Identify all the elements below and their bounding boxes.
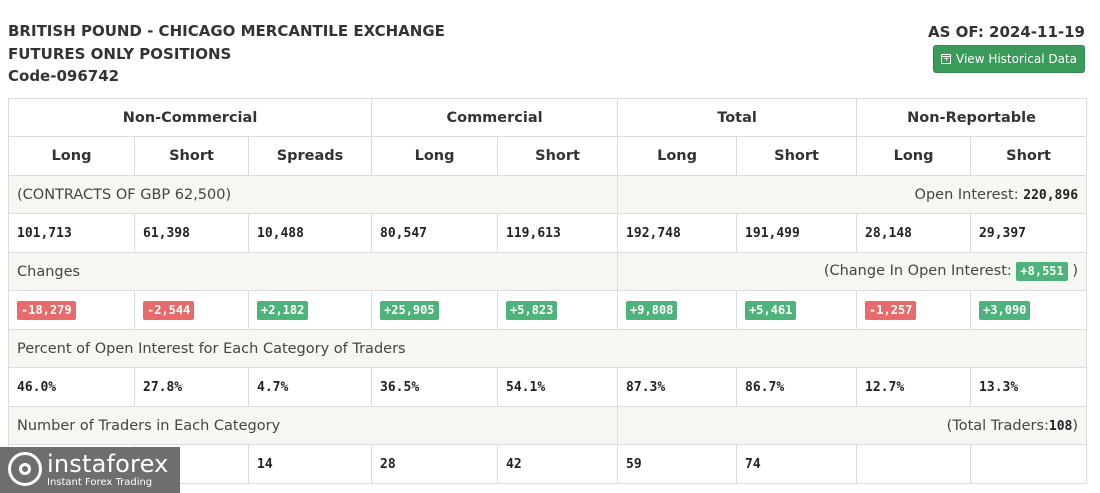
change-open-interest: (Change In Open Interest: +8,551 ) bbox=[617, 252, 1088, 291]
subheader-cell: Long bbox=[617, 136, 738, 176]
group-non-commercial: Non-Commercial bbox=[7, 98, 373, 137]
title-line-1: BRITISH POUND - CHICAGO MERCANTILE EXCHA… bbox=[8, 22, 445, 40]
subheader-cell: Short bbox=[736, 136, 858, 176]
percent-value: 12.7% bbox=[856, 367, 972, 407]
change-oi-label: (Change In Open Interest: bbox=[823, 263, 1012, 279]
total-traders-label: (Total Traders: bbox=[946, 417, 1049, 434]
position-value: 101,713 bbox=[8, 213, 135, 253]
subheader-cell: Long bbox=[371, 136, 499, 176]
percent-value: 86.7% bbox=[736, 367, 858, 407]
total-traders: (Total Traders:108) bbox=[617, 406, 1088, 445]
watermark-tagline: Instant Forex Trading bbox=[47, 477, 153, 488]
as-of-date: AS OF: 2024-11-19 bbox=[928, 23, 1085, 41]
traders-row: 14 28 42 59 74 bbox=[8, 444, 1088, 484]
change-badge: +5,461 bbox=[745, 300, 797, 320]
group-total: Total bbox=[617, 98, 858, 137]
change-badge: +2,182 bbox=[257, 300, 309, 320]
position-value: 80,547 bbox=[371, 213, 499, 253]
view-historical-data-button[interactable]: View Historical Data bbox=[933, 45, 1085, 73]
change-badge: -2,544 bbox=[143, 300, 195, 320]
change-badge: +3,090 bbox=[979, 300, 1031, 320]
view-historical-data-label: View Historical Data bbox=[956, 52, 1077, 66]
change-badge: +25,905 bbox=[380, 300, 439, 320]
traders-label: Number of Traders in Each Category bbox=[7, 406, 619, 445]
open-interest: Open Interest: 220,896 bbox=[617, 175, 1088, 214]
position-value: 192,748 bbox=[617, 213, 738, 253]
percent-value: 27.8% bbox=[134, 367, 249, 407]
subheader-cell: Short bbox=[497, 136, 619, 176]
trader-count: 14 bbox=[247, 444, 373, 484]
percent-value: 4.7% bbox=[247, 367, 373, 407]
watermark-name: instaforex bbox=[47, 450, 169, 478]
traders-header-row: Number of Traders in Each Category (Tota… bbox=[7, 406, 1088, 445]
position-value: 191,499 bbox=[736, 213, 858, 253]
position-value: 28,148 bbox=[856, 213, 972, 253]
calendar-plus-icon bbox=[941, 54, 952, 64]
position-value: 10,488 bbox=[247, 213, 373, 253]
group-non-reportable: Non-Reportable bbox=[856, 98, 1088, 137]
report-title: BRITISH POUND - CHICAGO MERCANTILE EXCHA… bbox=[8, 20, 445, 88]
position-value: 29,397 bbox=[970, 213, 1088, 253]
trader-count: 59 bbox=[617, 444, 738, 484]
change-badge: -1,257 bbox=[865, 300, 917, 320]
open-interest-value: 220,896 bbox=[1023, 187, 1079, 203]
percent-label: Percent of Open Interest for Each Catego… bbox=[7, 329, 1088, 368]
subheader-cell: Long bbox=[856, 136, 972, 176]
trader-count: 42 bbox=[497, 444, 619, 484]
total-traders-close: ) bbox=[1072, 417, 1079, 434]
change-badge: +5,823 bbox=[506, 300, 558, 320]
group-commercial: Commercial bbox=[371, 98, 619, 137]
percent-value: 46.0% bbox=[8, 367, 135, 407]
percent-value: 87.3% bbox=[617, 367, 738, 407]
change-badge: -18,279 bbox=[17, 300, 76, 320]
percent-value: 13.3% bbox=[970, 367, 1088, 407]
position-value: 119,613 bbox=[497, 213, 619, 253]
trader-count bbox=[856, 444, 972, 484]
trader-count: 74 bbox=[736, 444, 858, 484]
report-meta: AS OF: 2024-11-19 View Historical Data bbox=[928, 21, 1085, 73]
subheader-row: Long Short Spreads Long Short Long Short… bbox=[8, 136, 1088, 176]
title-line-2: FUTURES ONLY POSITIONS bbox=[8, 44, 232, 63]
change-oi-badge: +8,551 bbox=[1016, 262, 1068, 281]
instaforex-watermark: instaforex Instant Forex Trading bbox=[0, 447, 180, 493]
trader-count: 28 bbox=[371, 444, 499, 484]
percent-value: 54.1% bbox=[497, 367, 619, 407]
trader-count bbox=[970, 444, 1088, 484]
changes-label: Changes bbox=[7, 252, 619, 291]
instaforex-logo-icon bbox=[8, 452, 42, 486]
open-interest-label: Open Interest: bbox=[914, 186, 1019, 203]
percent-row: 46.0% 27.8% 4.7% 36.5% 54.1% 87.3% 86.7%… bbox=[8, 367, 1088, 407]
subheader-cell: Short bbox=[134, 136, 249, 176]
group-header-row: Non-Commercial Commercial Total Non-Repo… bbox=[7, 98, 1088, 137]
changes-row: -18,279 -2,544 +2,182 +25,905 +5,823 +9,… bbox=[8, 290, 1088, 330]
change-badge: +9,808 bbox=[626, 300, 678, 320]
position-value: 61,398 bbox=[134, 213, 249, 253]
subheader-cell: Short bbox=[970, 136, 1088, 176]
total-traders-value: 108 bbox=[1048, 418, 1073, 434]
percent-value: 36.5% bbox=[371, 367, 499, 407]
change-oi-close: ) bbox=[1072, 263, 1079, 279]
contracts-row: (CONTRACTS OF GBP 62,500) Open Interest:… bbox=[7, 175, 1088, 214]
subheader-cell: Long bbox=[8, 136, 135, 176]
percent-header-row: Percent of Open Interest for Each Catego… bbox=[7, 329, 1088, 368]
positions-row: 101,713 61,398 10,488 80,547 119,613 192… bbox=[8, 213, 1088, 253]
changes-header-row: Changes (Change In Open Interest: +8,551… bbox=[7, 252, 1088, 291]
cot-table: Non-Commercial Commercial Total Non-Repo… bbox=[7, 98, 1088, 484]
report-code: Code-096742 bbox=[8, 67, 120, 85]
subheader-cell: Spreads bbox=[247, 136, 373, 176]
contracts-label: (CONTRACTS OF GBP 62,500) bbox=[7, 175, 619, 214]
